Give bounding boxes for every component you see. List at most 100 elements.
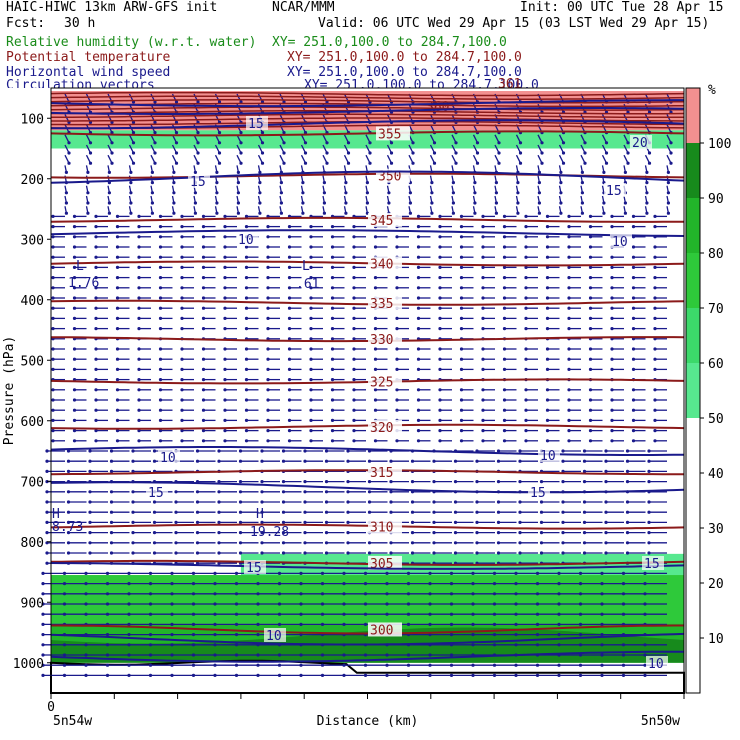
wind-vector-head [309, 388, 313, 392]
wind-vector-head [217, 131, 222, 135]
wind-vector-head [66, 510, 71, 514]
wind-vector-head [653, 429, 657, 433]
wind-vector-head [260, 490, 264, 494]
wind-vector-head [395, 367, 399, 371]
wind-vector-head [86, 170, 90, 174]
wind-vector-head [365, 181, 369, 185]
wind-vector-head [303, 131, 308, 135]
wind-vector-head [567, 296, 571, 300]
wind-vector-head [502, 316, 507, 320]
wind-vector-head [158, 316, 163, 320]
wind-vector-head [281, 531, 286, 535]
wind-vector-head [277, 602, 282, 606]
wind-vector-head [497, 151, 501, 155]
wind-vector-head [545, 225, 550, 229]
wind-vector-head [180, 306, 184, 310]
wind-vector-head [88, 531, 92, 535]
wind-speed-label: 15 [148, 486, 164, 501]
wind-vector-head [287, 398, 292, 402]
wind-vector-head [494, 191, 498, 195]
wind-vector-head [432, 520, 436, 525]
wind-vector-head [266, 327, 270, 331]
wind-vector-head [352, 296, 356, 300]
wind-vector-head [213, 673, 217, 678]
wind-vector-head [174, 541, 178, 545]
wind-vector-head [539, 520, 544, 525]
wind-vector-head [301, 201, 305, 205]
wind-vector-head [260, 531, 264, 535]
wind-vector-head [631, 306, 636, 310]
field-wind-xy: XY= 251.0,100.0 to 284.7,100.0 [287, 65, 522, 80]
wind-vector-head [514, 643, 518, 647]
wind-vector-head [578, 673, 583, 678]
wind-vector-head [287, 418, 292, 422]
wind-label-bg [246, 116, 268, 130]
wind-vector-head [309, 245, 313, 249]
wind-vector-head [610, 306, 614, 310]
wind-vector-head [170, 622, 174, 627]
wind-vector-head [236, 201, 240, 205]
wind-vector-head [459, 367, 464, 371]
wind-vector-head [363, 663, 368, 667]
wind-vector-head [545, 429, 550, 433]
wind-speed-contour [50, 632, 685, 646]
wind-vector-head [518, 459, 522, 463]
wind-vector-head [51, 327, 55, 331]
wind-vector-head [373, 388, 378, 392]
wind-vector-head [430, 181, 434, 185]
wind-vector-head [459, 225, 464, 229]
wind-vector-head [600, 622, 604, 627]
wind-vector-head [84, 643, 88, 647]
wind-vector-head [514, 602, 518, 606]
theta-label-bg [368, 212, 402, 227]
wind-vector-head [277, 673, 282, 678]
wind-vector-head [373, 276, 378, 280]
wind-vector-head [309, 276, 313, 280]
wind-vector-head [88, 161, 93, 165]
wind-vector-head [540, 141, 544, 145]
theta-contour-label: 335 [370, 297, 393, 312]
theta-contour-label: 360 [426, 100, 449, 115]
wind-speed-label: 10 [612, 235, 628, 250]
wind-vector-head [481, 245, 485, 249]
wind-vector-head [416, 388, 421, 392]
wind-vector-head [588, 429, 593, 433]
wind-vector-head [502, 408, 507, 412]
wind-vector-head [453, 510, 458, 514]
wind-vector-head [131, 541, 135, 545]
wind-vector-head [110, 151, 114, 155]
wind-vector-head [514, 633, 518, 637]
wind-vector-head [610, 398, 614, 402]
wind-vector-head [180, 245, 184, 249]
theta-label-bg [368, 519, 402, 534]
wind-vector-head [346, 541, 350, 545]
wind-vector-head [109, 551, 114, 555]
wind-vector-head [352, 245, 356, 249]
wind-vector-head [502, 439, 507, 443]
wind-vector-head [545, 388, 550, 392]
wind-vector-head [137, 286, 141, 290]
wind-vector-head [170, 643, 174, 647]
wind-vector-head [625, 551, 630, 555]
wind-vector-head [625, 531, 630, 535]
wind-vector-head [234, 592, 239, 596]
wind-vector-head [643, 602, 647, 606]
wind-vector-head [346, 459, 350, 463]
theta-contour-line [50, 216, 685, 223]
wind-vector-head [459, 316, 464, 320]
wind-vector-head [84, 571, 88, 576]
wind-vector-head [389, 459, 393, 463]
wind-vector-head [213, 582, 217, 586]
wind-vector-head [66, 551, 71, 555]
init-time: Init: 00 UTC Tue 28 Apr 15 [520, 0, 724, 15]
wind-vector-head [324, 459, 329, 463]
wind-vector-head [174, 141, 179, 145]
wind-vector-head [330, 265, 335, 269]
wind-vector-head [631, 316, 636, 320]
wind-vector-head [453, 541, 458, 545]
wind-vector-head [352, 255, 356, 259]
wind-vector-head [217, 500, 221, 504]
wind-vector-head [170, 612, 174, 616]
wind-vector-head [647, 531, 651, 535]
wind-vector-head [72, 265, 77, 269]
